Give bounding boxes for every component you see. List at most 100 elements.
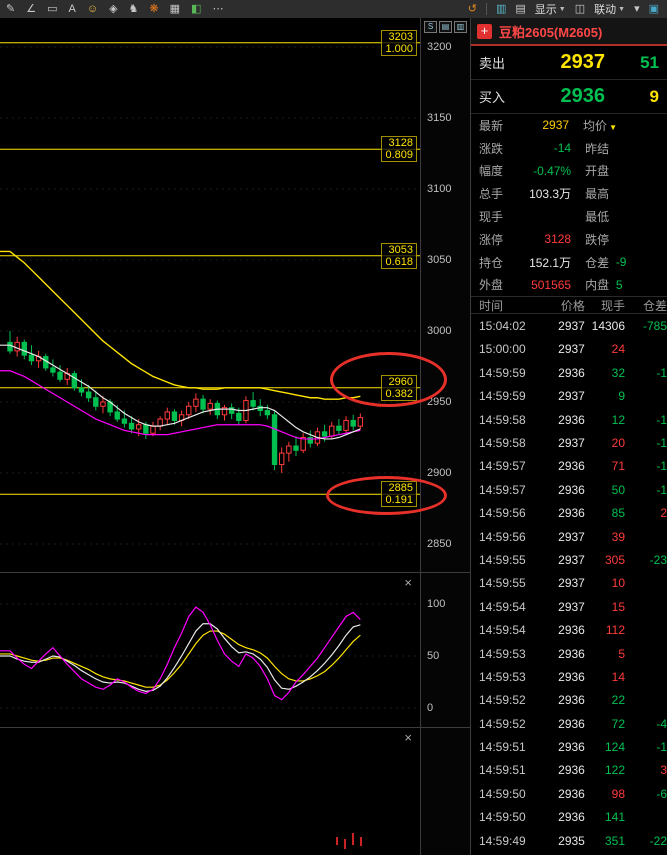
indicator-pane[interactable]: ×: [0, 572, 420, 727]
tick-time: 15:04:02: [479, 319, 526, 334]
tick-column-header: 价格: [560, 298, 585, 313]
toolbar-divider: [485, 3, 487, 15]
tick-price: 2936: [558, 693, 585, 708]
tick-price: 2937: [558, 436, 585, 451]
field-label: 现手: [479, 210, 504, 225]
tick-volume: 351: [604, 833, 626, 848]
tick-time: 14:59:55: [479, 576, 526, 591]
tick-time: 14:59:54: [479, 599, 526, 614]
stamp-tool-icon[interactable]: ♞: [128, 3, 139, 15]
tick-time: 14:59:57: [479, 482, 526, 497]
display-dropdown[interactable]: 显示 ▼: [534, 4, 566, 16]
tick-oi-change: -1: [656, 740, 667, 755]
ask-row[interactable]: 卖出 2937 51: [471, 46, 667, 80]
tick-time: 14:59:50: [479, 786, 526, 801]
tick-time: 15:00:00: [479, 342, 526, 357]
paw-tool-icon[interactable]: ❋: [149, 3, 159, 15]
grid-tool-icon[interactable]: ▦: [169, 3, 181, 15]
quote-field-row: 持仓 152.1万 仓差 -9: [471, 251, 667, 274]
tick-price: 2937: [558, 552, 585, 567]
tick-row: 14:59:50 2936 98 -6: [471, 782, 667, 805]
tick-row: 14:59:55 2937 305 -23: [471, 548, 667, 571]
panel-icon[interactable]: ◫: [574, 3, 586, 15]
s-mode-button[interactable]: S: [424, 21, 437, 33]
field-label: 持仓: [479, 255, 504, 270]
volume-bar: [336, 837, 338, 845]
dropdown-icon[interactable]: ▾: [634, 3, 640, 15]
tick-oi-change: -4: [656, 716, 667, 731]
ask-label: 卖出: [479, 56, 506, 71]
pane-divider-2[interactable]: [0, 727, 470, 728]
quote-title-bar: + 豆粕2605(M2605): [471, 18, 667, 46]
rect-tool-icon[interactable]: ▭: [47, 3, 58, 15]
fib-level-label: 3203 1.000: [381, 29, 417, 56]
field-label: 幅度: [479, 164, 504, 179]
tick-row: 14:59:57 2936 71 -1: [471, 455, 667, 478]
field-label: 均价 ▼: [583, 118, 617, 133]
fib-level-label: 3128 0.809: [381, 136, 417, 163]
tick-price: 2936: [558, 786, 585, 801]
candlestick-chart[interactable]: [0, 18, 420, 572]
field-label: 开盘: [585, 164, 610, 179]
price-axis[interactable]: S ▤ ▥ 3200 3150 3100 3050 3000 2950 2900 2850 100 5…: [420, 18, 470, 855]
chart-area[interactable]: 3203 1.000 3128 0.809 3053 0.618 2960 0.382 2885…: [0, 18, 420, 855]
tick-oi-change: -1: [656, 365, 667, 380]
toolbar-left-icons: ✎ ∠ ▭ A ☺ ◈ ♞ ❋ ▦ ◧ ⋯: [0, 0, 223, 18]
draw-tool-icon[interactable]: ✎: [6, 3, 16, 15]
bid-label: 买入: [479, 90, 506, 105]
oscillator-chart[interactable]: [0, 572, 420, 727]
tick-row: 15:00:00 2937 24: [471, 338, 667, 361]
workspace-icon[interactable]: ▣: [648, 3, 659, 15]
axis-label: 3150: [427, 112, 452, 124]
tick-row: 14:59:56 2937 39: [471, 525, 667, 548]
link-dropdown[interactable]: 联动 ▼: [594, 4, 626, 16]
tick-column-header: 时间: [479, 298, 504, 313]
add-instrument-button[interactable]: +: [477, 23, 492, 39]
tick-volume: 39: [611, 529, 626, 544]
angle-tool-icon[interactable]: ∠: [26, 3, 37, 15]
close-indicator-icon[interactable]: ×: [404, 575, 412, 590]
tick-time: 14:59:53: [479, 646, 526, 661]
tick-oi-change: -23: [649, 552, 667, 567]
volume-bar: [352, 833, 354, 845]
pane-divider-1[interactable]: [0, 572, 470, 573]
volume-pane[interactable]: ×: [0, 727, 420, 855]
tick-volume: 71: [611, 459, 626, 474]
field-label: 最低: [585, 210, 610, 225]
bid-row[interactable]: 买入 2936 9: [471, 80, 667, 114]
tick-price: 2937: [558, 529, 585, 544]
tick-volume: 141: [604, 810, 626, 825]
tick-row: 14:59:57 2936 50 -1: [471, 478, 667, 501]
axis-label: 0: [427, 702, 434, 714]
tick-column-header: 现手: [601, 298, 626, 313]
tick-price: 2936: [558, 365, 585, 380]
tick-time: 14:59:51: [479, 740, 526, 755]
more-tools-icon[interactable]: ⋯: [212, 3, 224, 15]
avg-price-dropdown-icon[interactable]: ▼: [609, 122, 617, 132]
layers-tool-icon[interactable]: ◧: [191, 3, 202, 15]
text-tool-icon[interactable]: A: [68, 3, 76, 15]
tick-row: 14:59:51 2936 124 -1: [471, 735, 667, 758]
tick-row: 14:59:54 2936 112: [471, 618, 667, 641]
tick-table[interactable]: 15:04:02 2937 14306 -785 15:00:00 2937 24 14:59…: [471, 314, 667, 852]
tick-time: 14:59:56: [479, 529, 526, 544]
chart-type-icon[interactable]: ▥: [495, 3, 507, 15]
tick-row: 14:59:51 2936 122 3: [471, 759, 667, 782]
emoji-tool-icon[interactable]: ☺: [86, 3, 99, 15]
close-volume-icon[interactable]: ×: [404, 730, 412, 745]
history-icon[interactable]: ↺: [467, 3, 477, 15]
tick-oi-change: -1: [656, 436, 667, 451]
board-icon[interactable]: ▤: [515, 3, 526, 15]
tick-price: 2936: [558, 763, 585, 778]
shape-tool-icon[interactable]: ◈: [109, 3, 118, 15]
main-chart-pane[interactable]: 3203 1.000 3128 0.809 3053 0.618 2960 0.382 2885…: [0, 18, 420, 572]
tick-time: 14:59:58: [479, 412, 526, 427]
tick-volume: 14: [611, 669, 626, 684]
tick-price: 2937: [558, 342, 585, 357]
mini-board-button[interactable]: ▥: [454, 21, 467, 33]
tick-volume: 50: [611, 482, 626, 497]
tick-oi-change: -6: [656, 786, 667, 801]
field-label: 总手: [479, 187, 504, 202]
mini-chart-button[interactable]: ▤: [439, 21, 452, 33]
